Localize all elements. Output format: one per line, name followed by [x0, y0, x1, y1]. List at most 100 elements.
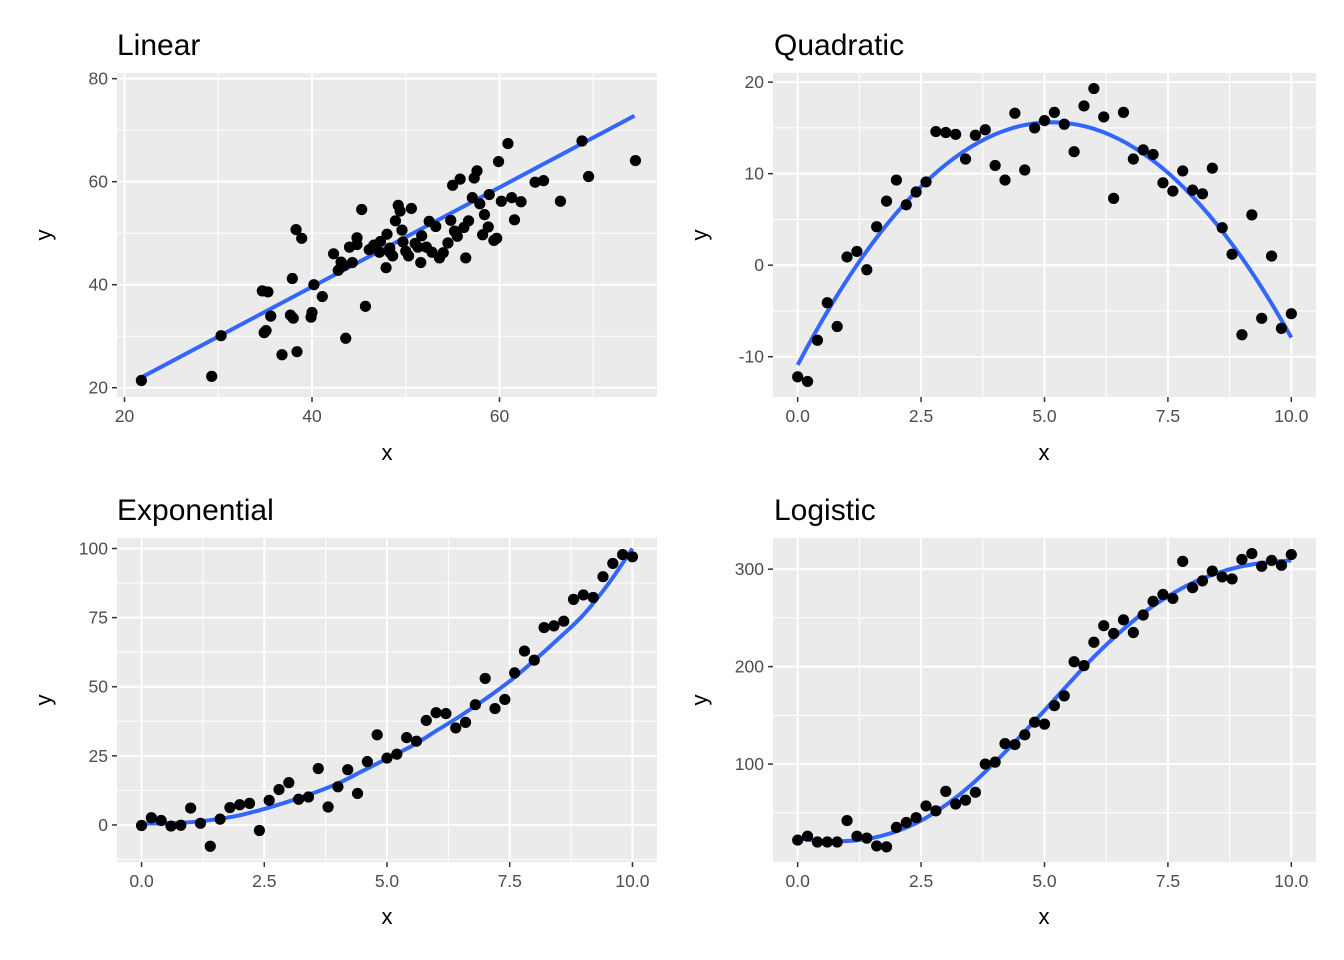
data-point	[380, 262, 392, 274]
data-point	[1177, 165, 1189, 177]
x-tick-label: 10.0	[1274, 406, 1308, 426]
data-point	[165, 820, 177, 832]
chart-title: Exponential	[117, 494, 274, 527]
data-point	[1275, 322, 1288, 334]
data-point	[890, 174, 903, 186]
data-point	[1236, 553, 1248, 566]
chart-exponential: Exponential 0.0 2.5 5.0 7.5 10.0 0255075100 …	[31, 494, 657, 929]
data-point	[243, 797, 256, 809]
data-point	[1216, 571, 1228, 583]
data-point	[880, 841, 893, 853]
x-tick-label: 0.0	[786, 406, 811, 426]
y-tick-label: 0	[754, 255, 764, 275]
data-point	[1029, 122, 1041, 134]
data-point	[450, 722, 462, 734]
x-ticks: 0.0 2.5 5.0 7.5 10.0	[786, 397, 1309, 426]
data-point	[959, 153, 972, 165]
data-point	[185, 802, 197, 814]
x-tick-label: 5.0	[1032, 406, 1057, 426]
data-point	[1127, 626, 1139, 639]
data-point	[265, 310, 277, 322]
x-tick-label: 7.5	[498, 871, 522, 891]
data-point	[316, 290, 328, 303]
data-point	[204, 840, 216, 852]
points-layer	[792, 547, 1297, 853]
x-tick-label: 20	[115, 406, 135, 426]
data-point	[155, 814, 167, 827]
data-point	[1068, 146, 1080, 158]
data-point	[950, 128, 962, 140]
data-point	[322, 801, 334, 813]
data-point	[1186, 582, 1199, 594]
data-point	[302, 791, 315, 803]
data-point	[1157, 177, 1169, 189]
data-point	[412, 241, 424, 253]
data-point	[910, 812, 922, 824]
data-point	[930, 805, 942, 817]
data-point	[437, 247, 449, 259]
data-point	[950, 798, 962, 810]
data-point	[1038, 718, 1051, 730]
data-point	[508, 214, 521, 226]
points-layer	[135, 548, 639, 852]
data-point	[528, 654, 540, 666]
y-ticks: 0 25 50 75 100	[79, 539, 117, 835]
data-point	[597, 571, 609, 583]
data-point	[1088, 82, 1100, 95]
x-tick-label: 40	[302, 406, 322, 426]
data-point	[479, 672, 491, 685]
data-point	[1246, 209, 1258, 221]
y-axis-label: y	[687, 230, 712, 241]
data-point	[1019, 729, 1031, 741]
data-point	[447, 179, 459, 191]
x-tick-label: 60	[490, 406, 510, 426]
data-point	[374, 235, 387, 248]
data-point	[1048, 106, 1060, 118]
data-point	[538, 621, 550, 634]
data-point	[920, 176, 932, 188]
data-point	[1186, 184, 1199, 196]
data-point	[416, 230, 428, 242]
data-point	[1117, 106, 1130, 118]
data-point	[402, 250, 415, 262]
data-point	[548, 620, 560, 632]
chart-panel-logistic: Logistic 0.0 2.5 5.0 7.5 10.0 100 200 300 x y	[672, 480, 1344, 960]
data-point	[387, 250, 399, 262]
data-point	[1256, 560, 1268, 572]
data-point	[466, 192, 478, 204]
y-tick-label: 300	[735, 559, 764, 579]
y-ticks: 20 40 60 80	[89, 69, 117, 398]
y-tick-label: 10	[745, 164, 765, 184]
data-point	[263, 794, 275, 806]
data-point	[1265, 554, 1278, 567]
data-point	[811, 836, 824, 848]
data-point	[1246, 547, 1258, 560]
x-tick-label: 0.0	[786, 871, 811, 891]
y-ticks: -10 0 10 20	[739, 72, 773, 367]
data-point	[1275, 559, 1288, 571]
grid	[773, 73, 1316, 397]
data-point	[861, 832, 873, 844]
data-point	[989, 756, 1001, 768]
data-point	[489, 702, 501, 715]
data-point	[1019, 164, 1031, 176]
data-point	[999, 738, 1011, 750]
data-point	[373, 246, 386, 258]
data-point	[359, 300, 372, 312]
data-point	[515, 196, 527, 208]
data-point	[1196, 575, 1209, 587]
x-tick-label: 0.0	[129, 871, 154, 891]
data-point	[629, 154, 642, 167]
chart-quadratic: Quadratic 0.0 2.5 5.0 7.5 10.0 -10 0 10 20 x y	[687, 29, 1316, 465]
data-point	[509, 667, 521, 679]
data-point	[401, 731, 413, 744]
data-point	[1117, 614, 1130, 626]
data-point	[1147, 148, 1159, 161]
data-point	[607, 557, 619, 570]
data-point	[420, 714, 432, 727]
data-point	[841, 251, 853, 263]
points-layer	[792, 82, 1297, 388]
data-point	[900, 816, 912, 829]
data-point	[1265, 250, 1278, 262]
data-point	[1038, 114, 1051, 127]
